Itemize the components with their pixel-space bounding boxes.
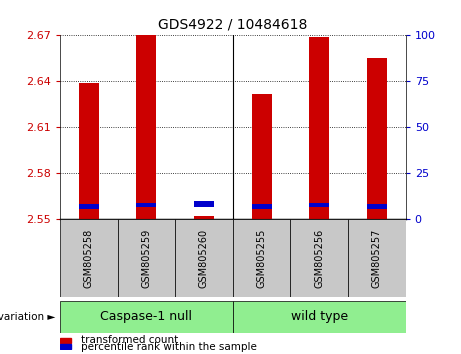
Bar [60,338,71,343]
Bar [60,301,233,333]
Bar [252,94,272,219]
Bar [60,344,71,349]
Bar [175,219,233,297]
Text: transformed count: transformed count [81,335,178,345]
Bar [290,219,348,297]
Text: GSM805255: GSM805255 [257,229,266,288]
Bar [194,216,214,219]
Bar [309,202,329,207]
Bar [136,202,156,207]
Text: GSM805260: GSM805260 [199,229,209,288]
Text: GSM805258: GSM805258 [84,229,94,288]
Bar [60,219,118,297]
Bar [367,58,387,219]
Text: GSM805257: GSM805257 [372,229,382,288]
Bar [79,204,99,209]
Text: GSM805259: GSM805259 [142,229,151,288]
Bar [79,83,99,219]
Text: genotype/variation ►: genotype/variation ► [0,312,55,322]
Bar [348,219,406,297]
Text: GSM805256: GSM805256 [314,229,324,288]
Bar [194,201,214,207]
Bar [233,301,406,333]
Bar [233,219,290,297]
Title: GDS4922 / 10484618: GDS4922 / 10484618 [158,17,307,32]
Bar [252,204,272,209]
Bar [309,37,329,219]
Text: percentile rank within the sample: percentile rank within the sample [81,342,257,352]
Bar [118,219,175,297]
Text: Caspase-1 null: Caspase-1 null [100,310,192,323]
Text: wild type: wild type [291,310,348,323]
Bar [136,35,156,219]
Bar [367,204,387,209]
